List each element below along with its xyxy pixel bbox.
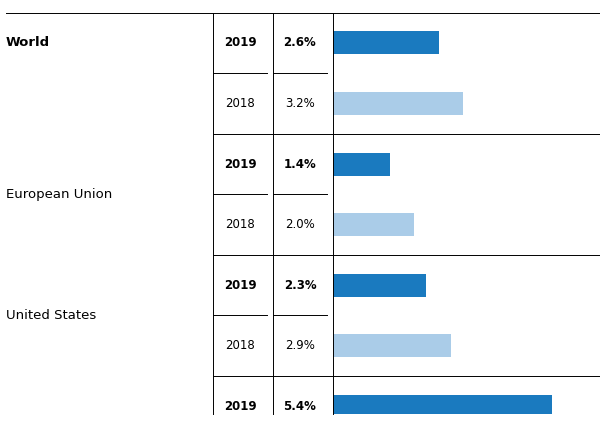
Text: 2019: 2019: [224, 400, 256, 413]
Text: 2018: 2018: [225, 339, 255, 352]
Text: 1.4%: 1.4%: [284, 157, 316, 170]
Bar: [333, 152, 390, 176]
Bar: [333, 92, 463, 115]
Bar: [333, 213, 414, 236]
Text: 2019: 2019: [224, 36, 256, 49]
Text: 2.3%: 2.3%: [284, 279, 316, 292]
Text: European Union: European Union: [6, 188, 112, 201]
Text: United States: United States: [6, 309, 96, 322]
Bar: [333, 273, 427, 297]
Text: 2018: 2018: [225, 218, 255, 231]
Bar: [333, 395, 553, 418]
Text: 5.4%: 5.4%: [284, 400, 316, 413]
Text: 2.6%: 2.6%: [284, 36, 316, 49]
Text: 3.2%: 3.2%: [285, 97, 315, 110]
Text: World: World: [6, 36, 50, 49]
Text: 2.9%: 2.9%: [285, 339, 315, 352]
Text: 2019: 2019: [224, 279, 256, 292]
Bar: [333, 334, 451, 357]
Bar: [333, 31, 439, 54]
Text: 2019: 2019: [224, 157, 256, 170]
Text: 2.0%: 2.0%: [285, 218, 315, 231]
Text: 2018: 2018: [225, 97, 255, 110]
